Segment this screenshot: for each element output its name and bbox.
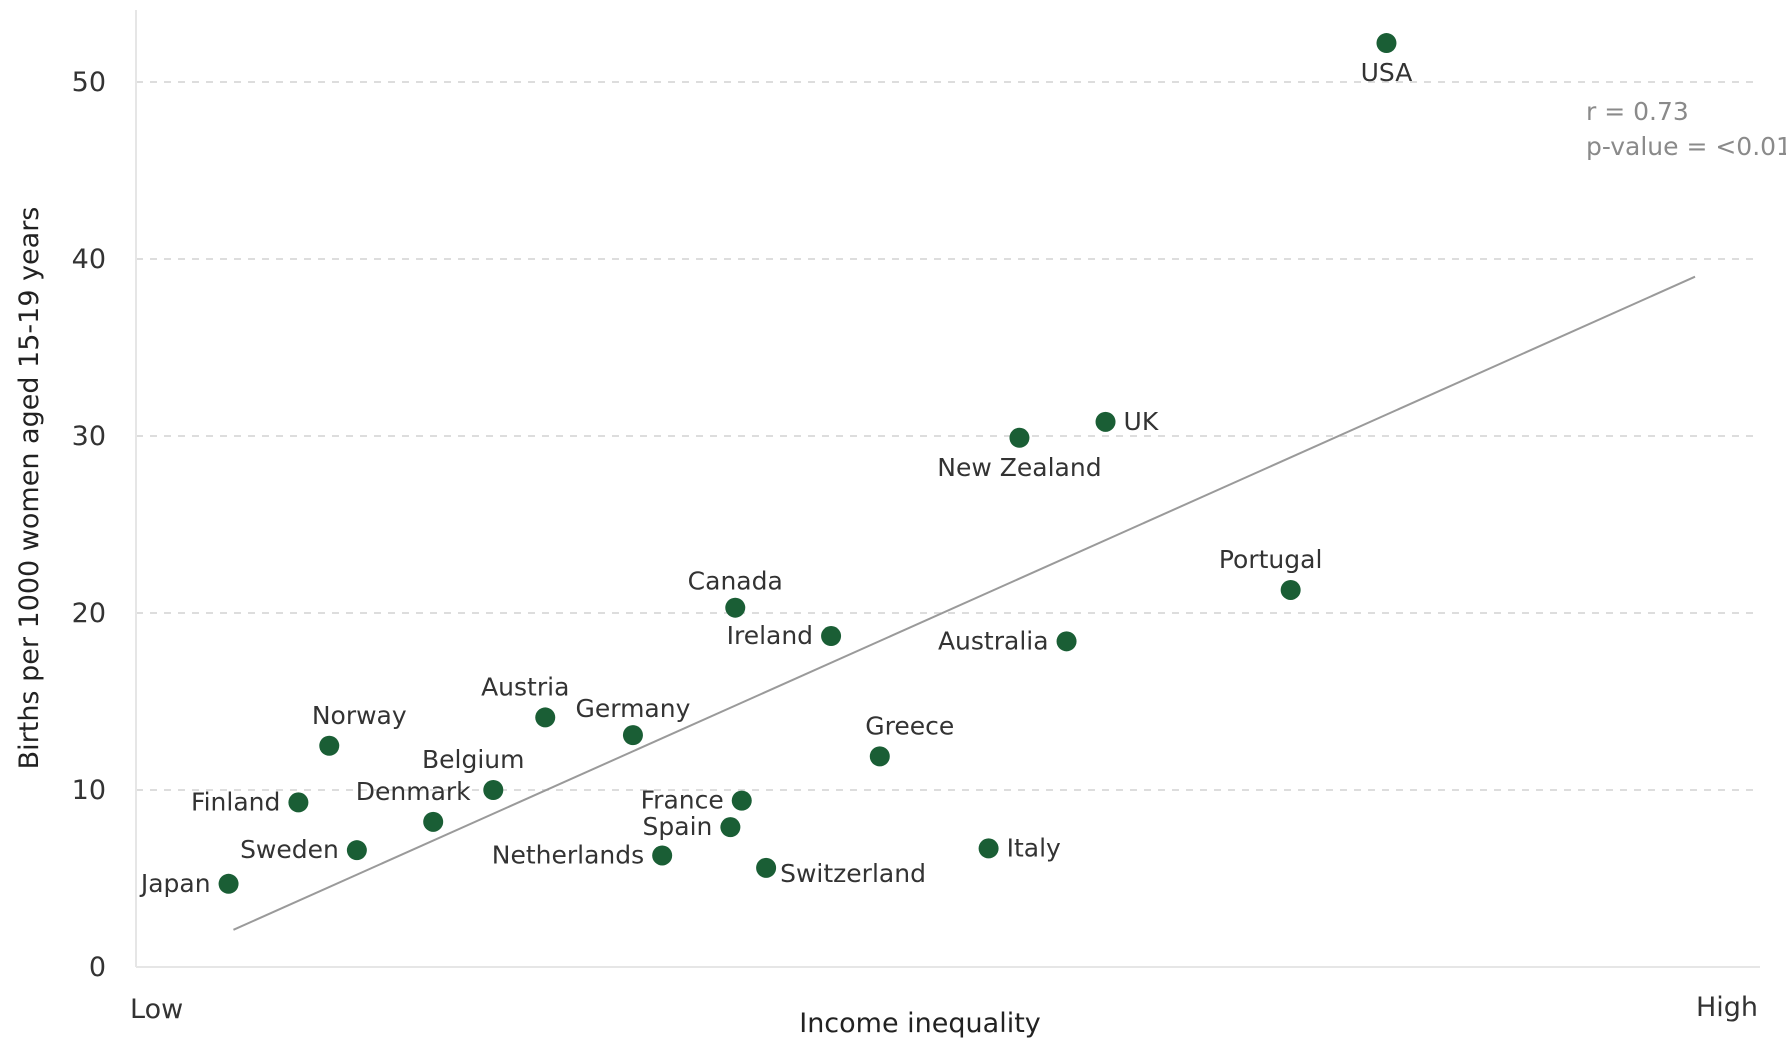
data-point-greece [869, 746, 890, 767]
point-label-ireland: Ireland [727, 621, 813, 650]
point-label-uk: UK [1124, 407, 1159, 436]
data-point-finland [288, 792, 309, 813]
y-axis-title: Births per 1000 women aged 15-19 years [14, 207, 45, 770]
point-label-new-zealand: New Zealand [937, 453, 1101, 482]
y-tick-label: 0 [89, 952, 106, 983]
point-label-usa: USA [1361, 58, 1413, 87]
point-label-portugal: Portugal [1219, 545, 1323, 574]
data-point-austria [535, 707, 556, 728]
x-axis-title: Income inequality [799, 1008, 1041, 1038]
data-point-italy [978, 838, 999, 859]
r-value-annotation: r = 0.73 [1586, 97, 1689, 126]
data-point-denmark [423, 811, 444, 832]
point-label-norway: Norway [312, 701, 407, 730]
point-label-germany: Germany [575, 694, 690, 723]
point-label-canada: Canada [688, 567, 783, 596]
point-label-france: France [641, 786, 724, 815]
data-point-switzerland [756, 857, 777, 878]
point-label-netherlands: Netherlands [492, 840, 644, 869]
point-label-italy: Italy [1007, 833, 1061, 862]
data-point-australia [1056, 631, 1077, 652]
point-label-australia: Australia [938, 626, 1049, 655]
data-point-portugal [1280, 579, 1301, 600]
point-label-japan: Japan [139, 869, 211, 898]
data-points [218, 33, 1397, 894]
point-label-finland: Finland [191, 787, 280, 816]
point-label-sweden: Sweden [240, 835, 339, 864]
data-point-germany [622, 725, 643, 746]
data-point-norway [319, 735, 340, 756]
y-tick-label: 10 [72, 775, 106, 806]
point-label-spain: Spain [643, 812, 713, 841]
point-label-belgium: Belgium [422, 745, 525, 774]
point-label-austria: Austria [481, 672, 569, 701]
point-labels: USA UK New Zealand Portugal Canada Ireland Aus… [139, 58, 1413, 898]
data-point-ireland [821, 626, 842, 647]
data-point-france [731, 790, 752, 811]
x-axis-low-label: Low [130, 994, 183, 1025]
y-tick-label: 40 [72, 244, 106, 275]
data-point-new-zealand [1009, 427, 1030, 448]
data-point-sweden [346, 840, 367, 861]
y-tick-label: 30 [72, 421, 106, 452]
trend-line [233, 275, 1696, 931]
data-point-canada [725, 597, 746, 618]
point-label-denmark: Denmark [356, 777, 471, 806]
data-point-netherlands [652, 845, 673, 866]
point-label-switzerland: Switzerland [780, 859, 926, 888]
data-point-uk [1095, 411, 1116, 432]
data-point-spain [720, 817, 741, 838]
p-value-annotation: p-value = <0.01 [1586, 132, 1786, 161]
gridlines [136, 81, 1760, 791]
y-tick-label: 20 [72, 598, 106, 629]
point-label-greece: Greece [865, 711, 954, 740]
y-tick-labels: 0 10 20 30 40 50 [72, 67, 106, 983]
y-tick-label: 50 [72, 67, 106, 98]
data-point-usa [1376, 33, 1397, 54]
x-axis-high-label: High [1696, 992, 1758, 1023]
data-point-belgium [483, 780, 504, 800]
data-point-japan [218, 873, 239, 894]
